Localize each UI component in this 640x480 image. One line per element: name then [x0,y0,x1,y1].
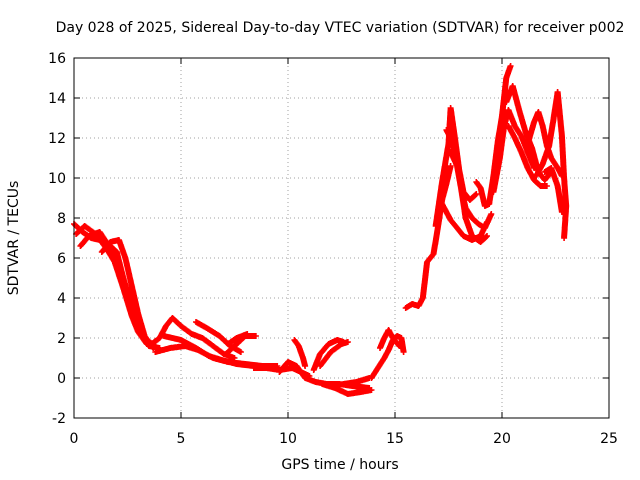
x-tick-label: 25 [600,431,618,447]
chart-title: Day 028 of 2025, Sidereal Day-to-day VTE… [56,20,625,36]
x-tick-label: 0 [70,431,79,447]
y-tick-label: -2 [52,411,66,427]
y-tick-label: 2 [57,331,66,347]
x-axis-label: GPS time / hours [281,457,398,473]
y-tick-label: 14 [48,91,66,107]
y-axis-label: SDTVAR / TECUs [6,181,22,296]
y-tick-label: 16 [48,51,66,67]
sdtvar-point-markers [71,63,570,397]
y-tick-label: 12 [48,131,66,147]
y-tick-label: 4 [57,291,66,307]
x-tick-label: 10 [279,431,297,447]
x-tick-label: 15 [386,431,404,447]
x-tick-label: 5 [177,431,186,447]
y-tick-label: 8 [57,211,66,227]
grid-layer [74,58,609,418]
plot-frame [73,57,610,419]
y-tick-label: 10 [48,171,66,187]
y-tick-label: 0 [57,371,66,387]
x-tick-label: 20 [493,431,511,447]
y-tick-label: 6 [57,251,66,267]
data-points [71,63,570,397]
